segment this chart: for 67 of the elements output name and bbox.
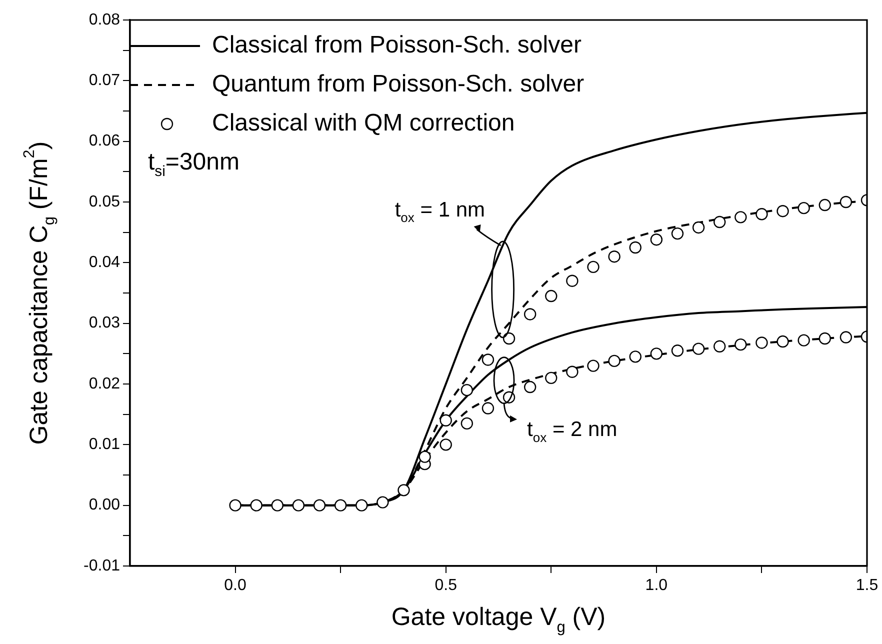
y-tick-label: 0.00 bbox=[88, 496, 120, 514]
legend-label: Classical from Poisson-Sch. solver bbox=[212, 32, 582, 59]
point bbox=[650, 348, 663, 360]
point bbox=[356, 499, 368, 512]
point bbox=[250, 499, 262, 512]
point bbox=[460, 417, 474, 430]
point bbox=[566, 274, 578, 287]
point bbox=[292, 499, 305, 512]
y-tick-label: 0.05 bbox=[88, 193, 120, 210]
point bbox=[334, 499, 347, 512]
y-tick-label: 0.03 bbox=[88, 314, 120, 332]
point bbox=[714, 216, 726, 228]
point bbox=[524, 308, 536, 320]
y-tick-label: 0.07 bbox=[88, 72, 120, 90]
point bbox=[734, 211, 747, 224]
point bbox=[460, 384, 474, 396]
point bbox=[818, 332, 831, 345]
y-axis-title: Gate capacitance Cg (F/m2) bbox=[20, 141, 58, 445]
point bbox=[692, 342, 705, 355]
point bbox=[840, 331, 852, 344]
point bbox=[376, 496, 389, 508]
point bbox=[271, 499, 284, 512]
point bbox=[418, 450, 431, 463]
point bbox=[756, 208, 768, 220]
point bbox=[545, 372, 558, 384]
point bbox=[587, 360, 600, 372]
point bbox=[566, 366, 578, 378]
point bbox=[671, 344, 684, 357]
point bbox=[608, 354, 620, 368]
point bbox=[313, 499, 326, 512]
point bbox=[692, 221, 705, 234]
point bbox=[714, 340, 726, 352]
y-tick-label: -0.01 bbox=[84, 557, 120, 574]
y-tick-label: 0.01 bbox=[88, 436, 120, 454]
point bbox=[482, 402, 494, 414]
point bbox=[545, 290, 558, 302]
point bbox=[734, 338, 747, 351]
y-tick-label: 0.08 bbox=[88, 11, 120, 28]
point bbox=[756, 336, 768, 349]
point bbox=[650, 234, 663, 246]
point bbox=[502, 332, 516, 345]
x-tick-label: 0.0 bbox=[224, 577, 247, 594]
x-tick-label: 0.5 bbox=[434, 577, 458, 594]
y-tick-label: 0.04 bbox=[88, 254, 120, 272]
point bbox=[671, 227, 684, 240]
point bbox=[524, 380, 536, 394]
point bbox=[587, 260, 600, 274]
y-tick-label: 0.02 bbox=[88, 375, 120, 392]
point bbox=[798, 202, 810, 214]
point bbox=[229, 499, 242, 512]
point bbox=[629, 350, 642, 363]
point bbox=[629, 241, 642, 254]
point bbox=[482, 354, 494, 366]
point bbox=[818, 198, 831, 212]
y-tick-label: 0.06 bbox=[88, 132, 120, 150]
point bbox=[608, 250, 620, 263]
point bbox=[398, 484, 410, 496]
x-tick-label: 1.0 bbox=[645, 577, 668, 594]
point bbox=[776, 335, 789, 348]
point bbox=[798, 334, 810, 346]
legend-label: Quantum from Poisson-Sch. solver bbox=[212, 70, 584, 98]
x-tick-label: 1.5 bbox=[856, 577, 878, 594]
point bbox=[440, 438, 452, 451]
point bbox=[840, 196, 852, 208]
point bbox=[776, 205, 789, 218]
legend-label: Classical with QM correction bbox=[212, 110, 515, 137]
point bbox=[440, 414, 452, 426]
